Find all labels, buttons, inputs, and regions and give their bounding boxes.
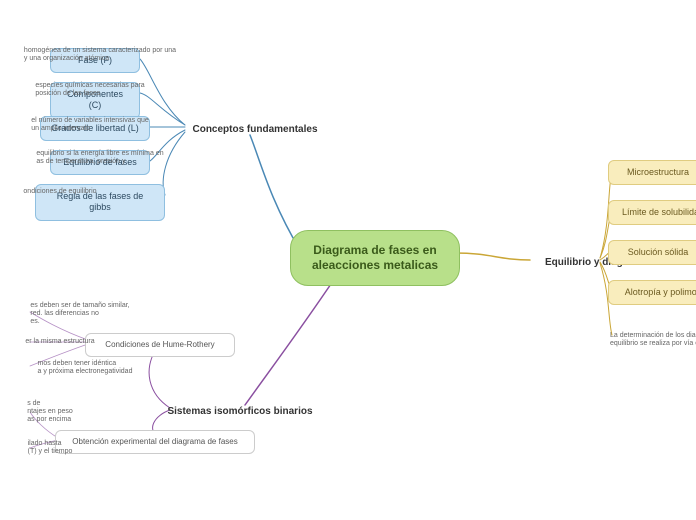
topic-conceptos: Conceptos fundamentales	[170, 118, 340, 143]
node-deter: La determinación de los diagramas de equ…	[608, 320, 696, 360]
leaf-t2: especies químicas necesarias para posici…	[0, 80, 180, 100]
leaf-t10: ilado hasta (T) y el tiempo	[0, 438, 100, 458]
leaf-t6: es deben ser de tamaño similar, red. las…	[0, 300, 160, 328]
leaf-t8: mos deben tener idéntica a y próxima ele…	[0, 358, 170, 378]
leaf-t9: s de ntajes en peso as por encima	[0, 398, 100, 426]
node-micro: Microestructura	[608, 160, 696, 185]
leaf-t4: equilibrio si la energía libre es mínima…	[0, 148, 200, 168]
leaf-t3: el número de variables intensivas que un…	[0, 115, 180, 135]
node-sol: Solución sólida	[608, 240, 696, 265]
topic-sistemas: Sistemas isomórficos binarios	[140, 400, 340, 425]
leaf-t5: ondiciones de equilibrio	[0, 186, 120, 198]
node-limite: Límite de solubilidad	[608, 200, 696, 225]
center-node: Diagrama de fases en aleacciones metalic…	[290, 230, 460, 286]
mindmap-canvas: { "center": { "label": "Diagrama de fase…	[0, 0, 696, 520]
leaf-t1: homogénea de un sistema caracterizado po…	[0, 45, 200, 65]
node-alotro: Alotropía y polimorfismo	[608, 280, 696, 305]
leaf-t7: er la misma estructura	[0, 336, 120, 348]
